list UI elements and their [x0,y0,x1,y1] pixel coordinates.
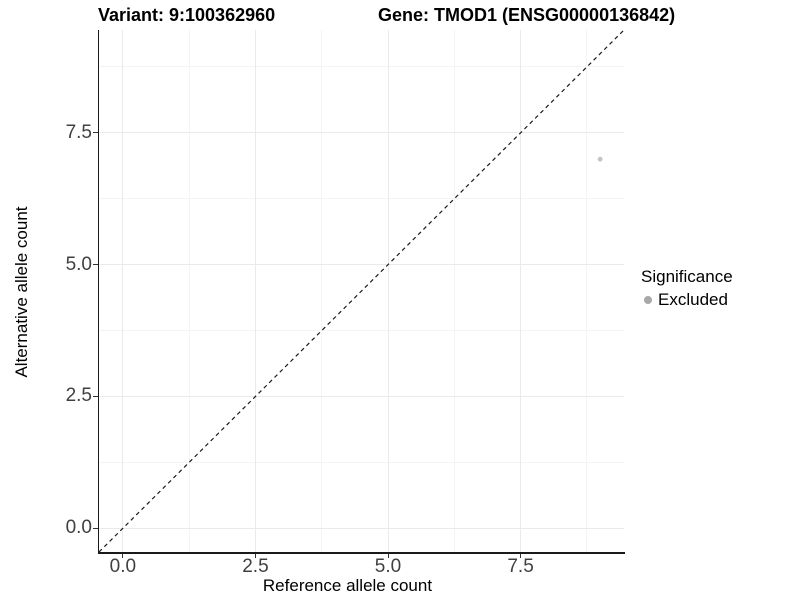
gridline-y-minor [99,330,624,332]
legend: Significance Excluded [641,266,733,310]
y-tick-mark [93,132,98,134]
gridline-x-minor [321,30,323,552]
x-tick-mark [254,553,256,558]
x-tick-mark [122,553,124,558]
y-tick-mark [93,527,98,529]
x-tick-label: 7.5 [507,556,534,577]
gridline-y-minor [99,461,624,463]
y-tick-label: 2.5 [65,385,92,407]
gridline-x-major [387,30,389,552]
legend-item-excluded: Excluded [641,290,733,310]
y-tick-mark [93,264,98,266]
x-tick-mark [520,553,522,558]
legend-item-label: Excluded [658,290,728,309]
gridline-y-major [99,395,624,397]
plot-overlay [99,30,624,552]
gridline-y-major [99,132,624,134]
y-tick-label: 7.5 [65,121,92,143]
gridline-y-major [99,527,624,529]
gridline-x-major [520,30,522,552]
y-tick-mark [93,395,98,397]
legend-point-marker-icon [644,296,652,304]
y-tick-label: 0.0 [65,517,92,539]
x-tick-label: 0.0 [109,556,137,577]
plot-area [99,30,624,552]
plot-title-gene: Gene: TMOD1 (ENSG00000136842) [378,5,676,25]
identity-dashed-line [99,30,624,552]
x-axis-line [97,552,625,554]
gridline-x-major [122,30,124,552]
gridline-x-minor [453,30,455,552]
gridline-y-major [99,264,624,266]
x-axis-title: Reference allele count [262,576,433,595]
gridline-x-major [254,30,256,552]
y-tick-label: 5.0 [65,253,92,275]
gridline-x-minor [188,30,190,552]
x-tick-label: 2.5 [242,556,269,577]
x-tick-mark [387,553,389,558]
data-point-excluded [597,156,603,162]
y-axis-title: Alternative allele count [12,206,31,378]
plot-title-variant: Variant: 9:100362960 [98,5,276,25]
y-axis-line [97,30,99,554]
legend-title: Significance [641,267,733,286]
gridline-y-minor [99,198,624,200]
gridline-y-minor [99,66,624,68]
x-tick-label: 5.0 [374,556,402,577]
gridline-x-minor [586,30,588,552]
